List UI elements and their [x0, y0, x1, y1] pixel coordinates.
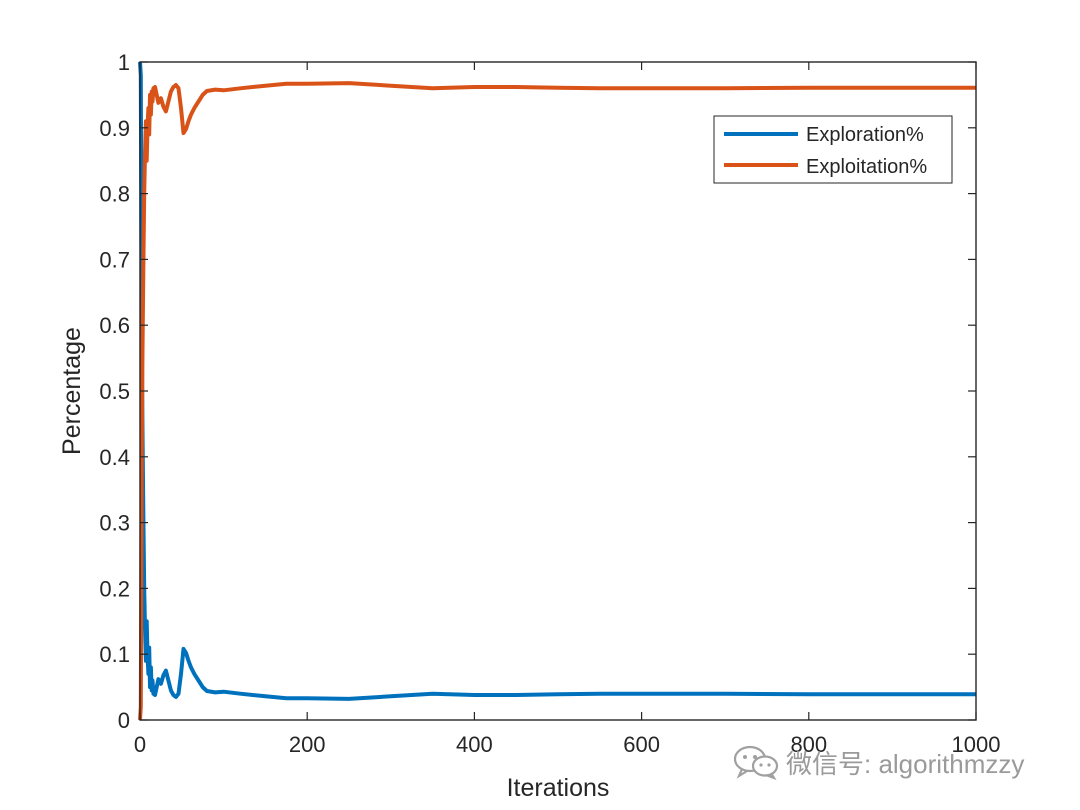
- y-tick-label: 0: [118, 708, 130, 733]
- y-tick-label: 0.8: [99, 182, 130, 207]
- x-tick-label: 800: [790, 732, 827, 757]
- x-axis-label: Iterations: [507, 774, 610, 802]
- watermark-text: 微信号: algorithmzzy: [786, 748, 1025, 779]
- legend-label-exploitation: Exploitation%: [806, 156, 927, 178]
- y-tick-label: 0.9: [99, 116, 130, 141]
- watermark: 微信号: algorithmzzy: [732, 742, 1024, 782]
- y-tick-label: 0.2: [99, 576, 130, 601]
- y-tick-label: 0.1: [99, 642, 130, 667]
- legend-box: [713, 115, 953, 184]
- x-tick-label: 1000: [952, 732, 1001, 757]
- y-tick-label: 0.7: [99, 247, 130, 272]
- y-tick-label: 0.5: [99, 379, 130, 404]
- ticks-layer: 0 200 400 600 800 1000 0 0.1 0.2 0.3 0.4 0.5 0.6 0.7 0…: [99, 50, 1000, 757]
- y-tick-label: 0.6: [99, 313, 130, 338]
- legend-label-exploration: Exploration%: [806, 124, 924, 146]
- x-tick-label: 0: [134, 732, 146, 757]
- y-axis-label: Percentage: [58, 327, 86, 455]
- y-tick-label: 0.3: [99, 511, 130, 536]
- x-tick-label: 200: [289, 732, 326, 757]
- x-tick-label: 400: [456, 732, 493, 757]
- x-tick-label: 600: [623, 732, 660, 757]
- y-tick-label: 0.4: [99, 445, 130, 470]
- y-tick-label: 1: [118, 50, 130, 75]
- legend: Exploration% Exploitation%: [713, 115, 953, 184]
- wechat-icon: [733, 745, 779, 780]
